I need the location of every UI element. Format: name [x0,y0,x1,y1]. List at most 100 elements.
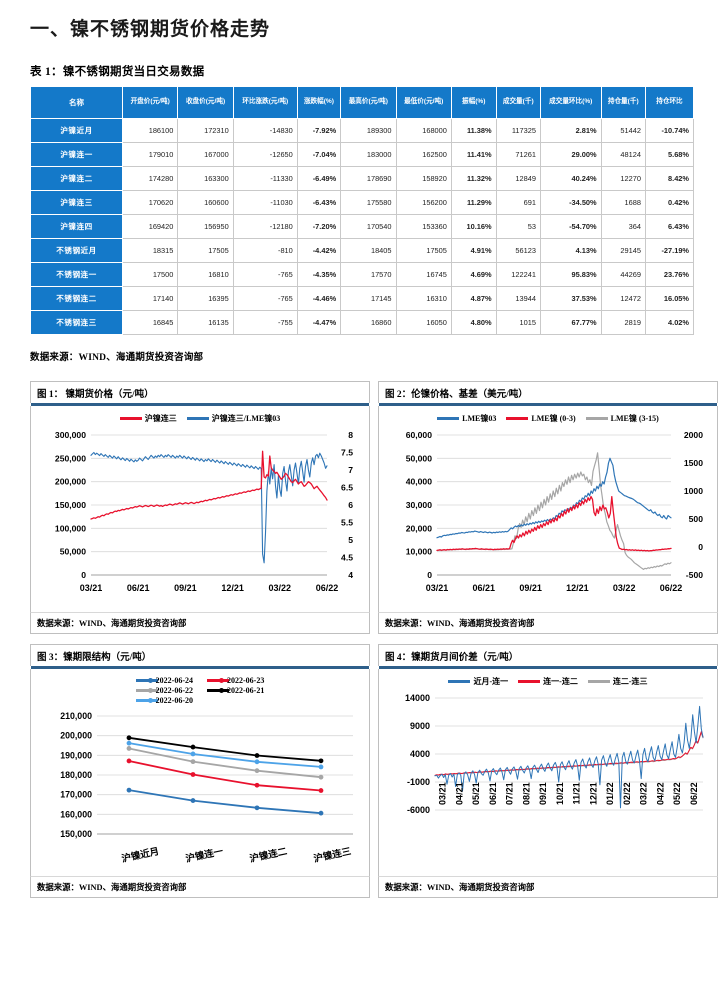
cell-volume-change: -34.50% [539,190,602,215]
cell-open: 18315 [121,238,179,263]
axis-tick-label: 200,000 [55,477,86,487]
data-point-marker [318,758,324,764]
x-axis-tick-label: 09/21 [519,583,542,593]
chart-source-fig2: 数据来源：WIND、海通期货投资咨询部 [378,612,718,634]
legend-item: LME镍 (3-15) [585,413,659,424]
legend-label: 2022-06-24 [155,676,193,685]
data-series-line [128,760,322,792]
cell-change-pct: -6.49% [296,166,342,191]
legend-label: 连二-连三 [612,677,648,686]
cell-low: 16050 [395,310,452,335]
legend-marker-icon [219,688,224,693]
cell-volume: 12849 [495,166,541,191]
col-header-amplitude: 振幅(%) [450,86,497,119]
row-label: 不锈钢连二 [30,286,123,311]
chart-panel-fig4: 图 4：镍期货月间价差（元/吨） 近月-连一 连一-连二 连二-连三 -6000 -1… [378,644,718,898]
axis-tick-label: 2000 [684,430,703,440]
cell-close: 17505 [177,238,234,263]
cell-open-interest: 364 [600,214,646,239]
x-axis-tick-label: 03/22 [613,583,636,593]
chart-panel-fig3: 图 3：镍期限结构（元/吨） 2022-06-24 2022-06-23 2022-… [30,644,370,898]
col-header-change: 环比涨跌(元/吨) [232,86,298,119]
x-axis-tick-label: 10/21 [555,782,565,805]
axis-tick-label: 160,000 [60,809,92,819]
cell-change-pct: -7.20% [296,214,342,239]
col-header-change-pct: 涨跌幅(%) [296,86,342,119]
page-title: 一、镍不锈钢期货价格走势 [30,19,271,40]
axis-tick-label: 50,000 [406,453,433,463]
cell-volume-change: 37.53% [539,286,602,311]
cell-open-interest: 48124 [600,142,646,167]
legend-swatch-icon [518,680,541,683]
axis-tick-label: 100,000 [55,523,86,533]
chart-panel-fig1: 图 1： 镍期货价格（元/吨） 沪镍连三 沪镍连三/LME镍03 0 50,000 1… [30,381,370,634]
chart-legend-fig2: LME镍03 LME镍 (0-3) LME镍 (3-15) [383,410,713,425]
axis-tick-label: 150,000 [60,829,92,839]
legend-label: 2022-06-21 [227,686,265,695]
chart-title-fig4: 图 4：镍期货月间价差（元/吨） [378,644,718,666]
axis-tick-label: 150,000 [55,500,86,510]
x-axis-tick-label: 03/22 [269,583,292,593]
data-series-line [128,742,322,768]
cell-close: 156950 [177,214,234,239]
table-row: 不锈钢近月 18315 17505 -810 -4.42% 18405 17505 4.91%… [30,238,695,263]
row-label: 沪镍近月 [30,118,123,143]
cell-change-pct: -6.43% [296,190,342,215]
chart-plot-fig2: 0 10,000 20,000 30,000 40,000 50,000 60,000 -50… [383,425,713,610]
col-header-close: 收盘价(元/吨) [177,86,234,119]
x-axis-tick-label: 03/21 [80,583,103,593]
x-axis-tick-label: 09/21 [538,782,548,805]
data-point-marker [254,805,260,811]
cell-volume-change: 67.77% [539,310,602,335]
legend-marker-icon [147,698,153,703]
cell-close: 172310 [177,118,234,143]
cell-low: 156200 [395,190,452,215]
cell-close: 16810 [177,262,234,287]
data-point-marker [254,759,260,765]
chart-legend-fig4: 近月-连一 连一-连二 连二-连三 [383,673,713,688]
legend-item: 连一-连二 [518,676,578,687]
cell-volume: 122241 [495,262,541,287]
chart-title-fig3: 图 3：镍期限结构（元/吨） [30,644,370,666]
x-axis-tick-label: 11/21 [572,782,582,804]
legend-marker-icon [219,678,224,683]
cell-high: 17570 [340,262,397,287]
cell-amplitude: 4.91% [450,238,497,263]
cell-change: -765 [232,262,298,287]
row-label: 不锈钢连三 [30,310,123,335]
axis-tick-label: 0 [427,570,432,580]
legend-item: 2022-06-21 [207,686,264,695]
cell-volume: 691 [495,190,541,215]
cell-volume-change: 2.81% [539,118,602,143]
data-point-marker [254,768,260,774]
x-axis-tick-label: 05/22 [672,782,682,805]
col-header-low: 最低价(元/吨) [395,86,452,119]
cell-open-interest: 1688 [600,190,646,215]
axis-tick-label: 6 [348,500,353,510]
cell-change: -810 [232,238,298,263]
axis-tick-label: 0 [81,570,86,580]
col-header-high: 最高价(元/吨) [340,86,397,119]
cell-low: 168000 [395,118,452,143]
cell-volume: 117325 [495,118,541,143]
legend-label: LME镍 (3-15) [610,414,659,423]
data-point-marker [190,759,196,765]
x-axis-tick-label: 12/21 [588,782,598,805]
chart-body-fig4: 近月-连一 连一-连二 连二-连三 -6000 -1000 4000 9000 14000 0… [378,669,718,876]
panel-rule [379,666,717,669]
x-axis-tick-label: 06/21 [127,583,150,593]
legend-item: 近月-连一 [448,676,508,687]
legend-label: LME镍03 [462,414,497,423]
cell-high: 183000 [340,142,397,167]
cell-open: 186100 [121,118,179,143]
panel-rule [31,403,369,406]
axis-tick-label: 4.5 [341,553,353,563]
cell-high: 17145 [340,286,397,311]
cell-change: -11030 [232,190,298,215]
cell-low: 17505 [395,238,452,263]
cell-change-pct: -7.04% [296,142,342,167]
chart-body-fig1: 沪镍连三 沪镍连三/LME镍03 0 50,000 100,000 150,000 200… [30,406,370,612]
legend-label: 2022-06-23 [227,676,265,685]
x-axis-tick-label: 03/22 [639,782,649,805]
